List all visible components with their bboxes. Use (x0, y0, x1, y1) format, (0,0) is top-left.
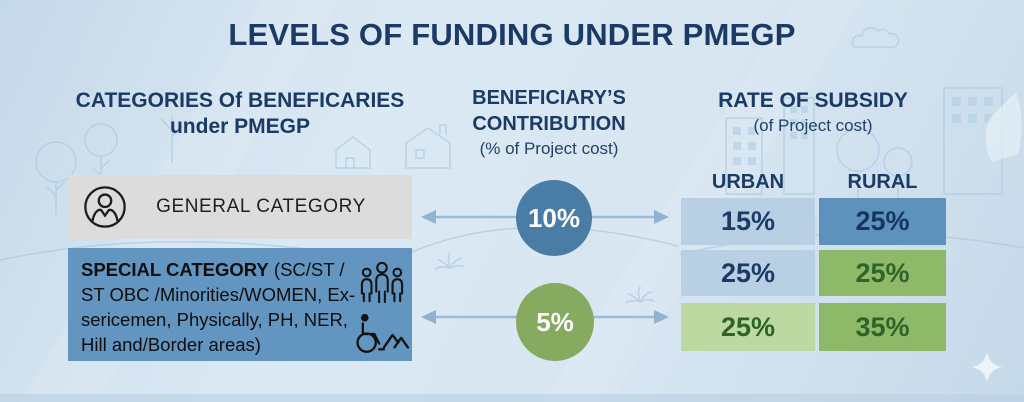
wheelchair-icon (356, 313, 410, 353)
special-contribution-circle: 5% (516, 283, 594, 361)
subsidy-cell-row2-urban: 25% (681, 250, 815, 296)
bottom-strip (0, 394, 1024, 402)
general-category-box: GENERAL CATEGORY (68, 175, 412, 239)
general-category-label: GENERAL CATEGORY (156, 196, 366, 217)
categories-column-header: CATEGORIES Of BENEFICARIES under PMEGP (38, 88, 442, 140)
page-title: LEVELS OF FUNDING UNDER PMEGP (228, 17, 796, 52)
special-category-label-rest: (SC/ST / ST OBC /Minorities/WOMEN, Ex-se… (81, 259, 356, 355)
subsidy-cell-row1-urban: 15% (681, 198, 815, 245)
contribution-header-line1: BENEFICIARY’S (472, 87, 626, 109)
contribution-header-subtitle: (% of Project cost) (479, 139, 619, 158)
subsidy-cell-row3-urban: 25% (681, 303, 815, 351)
person-icon (84, 186, 126, 228)
general-contribution-value: 10% (527, 202, 581, 233)
city-windows (733, 97, 993, 165)
categories-header-line2: under PMEGP (169, 115, 311, 138)
cloud-icon (851, 26, 900, 48)
subsidy-header-line1: RATE OF SUBSIDY (718, 89, 908, 112)
subsidy-table-header-rural: RURAL (847, 171, 918, 193)
arrow-right-icon (654, 310, 669, 324)
subsidy-table-header-urban: URBAN (711, 171, 785, 193)
subsidy-header-subtitle: (of Project cost) (753, 116, 873, 135)
megaphone-shape (985, 92, 1022, 162)
contribution-column-header: BENEFICIARY’S CONTRIBUTION (% of Project… (449, 85, 649, 161)
subsidy-cell-row3-rural: 35% (819, 303, 946, 351)
special-category-label-bold: SPECIAL CATEGORY (81, 259, 269, 280)
arrow-left-icon (421, 310, 436, 324)
sparkle-icon (972, 352, 1002, 382)
arrow-left-icon (421, 210, 436, 224)
subsidy-cell-row1-rural: 25% (819, 198, 946, 245)
family-icon (360, 261, 404, 304)
special-category-box: SPECIAL CATEGORY (SC/ST / ST OBC /Minori… (68, 248, 412, 361)
arrow-right-icon (654, 210, 669, 224)
general-contribution-circle: 10% (516, 180, 592, 256)
special-contribution-value: 5% (536, 306, 574, 337)
subsidy-column-header: RATE OF SUBSIDY (of Project cost) (673, 88, 953, 138)
contribution-header-line2: CONTRIBUTION (472, 113, 626, 135)
subsidy-cell-row2-rural: 25% (819, 250, 946, 296)
categories-header-line1: CATEGORIES Of BENEFICARIES (75, 89, 405, 112)
